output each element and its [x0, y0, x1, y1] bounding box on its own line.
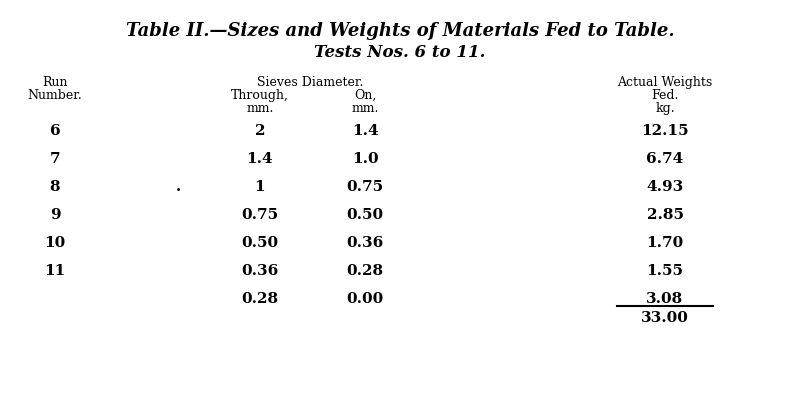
Text: 0.75: 0.75	[346, 180, 383, 194]
Text: 1: 1	[254, 180, 266, 194]
Text: Sieves Diameter.: Sieves Diameter.	[257, 76, 363, 89]
Text: 1.4: 1.4	[246, 152, 274, 166]
Text: Number.: Number.	[28, 89, 82, 102]
Text: 6: 6	[50, 124, 60, 138]
Text: 1.55: 1.55	[646, 264, 683, 278]
Text: mm.: mm.	[246, 102, 274, 115]
Text: 0.50: 0.50	[346, 208, 383, 222]
Text: Fed.: Fed.	[651, 89, 678, 102]
Text: 9: 9	[50, 208, 60, 222]
Text: 1.0: 1.0	[352, 152, 378, 166]
Text: 33.00: 33.00	[641, 311, 689, 325]
Text: kg.: kg.	[655, 102, 675, 115]
Text: 12.15: 12.15	[641, 124, 689, 138]
Text: mm.: mm.	[351, 102, 378, 115]
Text: 0.36: 0.36	[346, 236, 384, 250]
Text: 11: 11	[44, 264, 66, 278]
Text: 7: 7	[50, 152, 60, 166]
Text: 8: 8	[50, 180, 60, 194]
Text: Table II.—Sizes and Weights of Materials Fed to Table.: Table II.—Sizes and Weights of Materials…	[126, 22, 674, 40]
Text: 10: 10	[44, 236, 66, 250]
Text: 0.50: 0.50	[242, 236, 278, 250]
Text: Through,: Through,	[231, 89, 289, 102]
Text: 0.75: 0.75	[242, 208, 278, 222]
Text: 2: 2	[254, 124, 266, 138]
Text: On,: On,	[354, 89, 376, 102]
Text: 4.93: 4.93	[646, 180, 684, 194]
Text: 0.28: 0.28	[346, 264, 383, 278]
Text: 1.4: 1.4	[352, 124, 378, 138]
Text: 1.70: 1.70	[646, 236, 684, 250]
Text: Tests Nos. 6 to 11.: Tests Nos. 6 to 11.	[314, 44, 486, 61]
Text: Run: Run	[42, 76, 68, 89]
Text: 6.74: 6.74	[646, 152, 684, 166]
Text: Actual Weights: Actual Weights	[618, 76, 713, 89]
Text: 0.28: 0.28	[242, 292, 278, 306]
Text: 3.08: 3.08	[646, 292, 684, 306]
Text: 0.36: 0.36	[242, 264, 278, 278]
Text: 2.85: 2.85	[646, 208, 683, 222]
Text: 0.00: 0.00	[346, 292, 384, 306]
Text: ·: ·	[174, 180, 182, 202]
